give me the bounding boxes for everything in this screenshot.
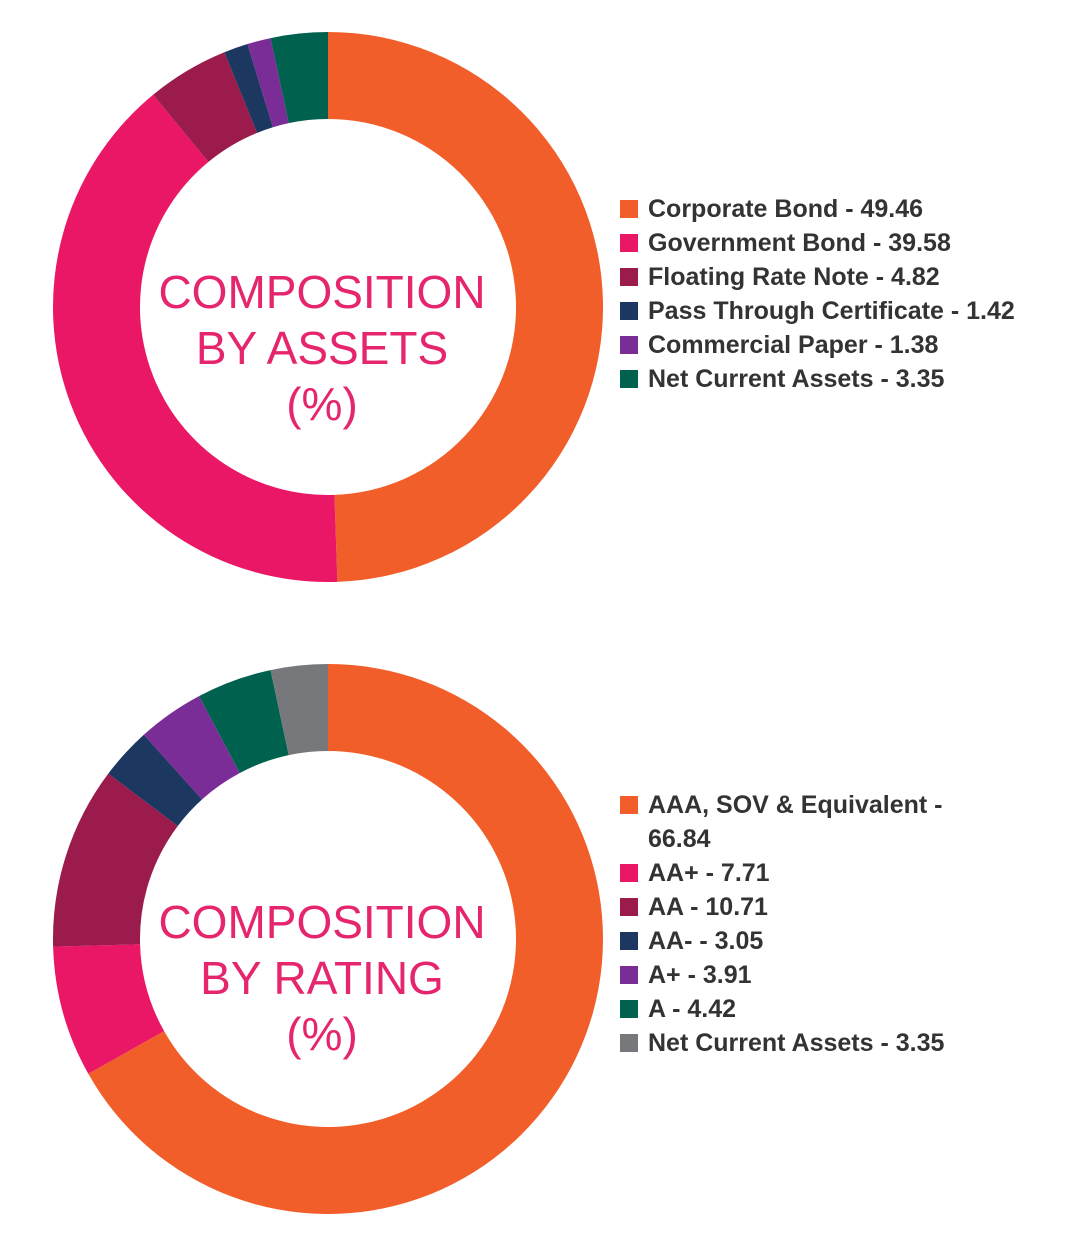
assets-legend: Corporate Bond - 49.46 Government Bond - … (620, 192, 1015, 396)
assets-slice-floating-rate-note (153, 52, 258, 162)
assets-legend-item-pass-through-certificate: Pass Through Certificate - 1.42 (620, 294, 1015, 328)
assets-slice-pass-through-certificate (224, 44, 273, 133)
rating-legend-label-line-2: 66.84 (648, 825, 711, 853)
assets-legend-item-commercial-paper: Commercial Paper - 1.38 (620, 328, 1015, 362)
assets-slice-government-bond (52, 94, 338, 583)
rating-legend-label-line-1: AAA, SOV & Equivalent - (648, 791, 943, 819)
rating-legend-swatch (620, 796, 638, 814)
assets-slice-net-current-assets (270, 32, 328, 124)
assets-legend-label: Net Current Assets - 3.35 (648, 365, 945, 393)
rating-legend-swatch (620, 1000, 638, 1018)
assets-legend-swatch (620, 234, 638, 252)
rating-legend-label: A+ - 3.91 (648, 961, 752, 989)
assets-legend-swatch (620, 200, 638, 218)
rating-legend-label: AAA, SOV & Equivalent - 66.84 (648, 788, 942, 856)
assets-slice-corporate-bond (328, 31, 604, 582)
rating-title-line-3: (%) (286, 1008, 358, 1060)
rating-legend-swatch (620, 864, 638, 882)
assets-legend-item-net-current-assets: Net Current Assets - 3.35 (620, 362, 1015, 396)
assets-legend-swatch (620, 336, 638, 354)
rating-legend-item-a: A+ - 3.91 (620, 958, 944, 992)
rating-legend-swatch (620, 966, 638, 984)
rating-slice-aa (108, 734, 203, 826)
rating-slice-aa (53, 773, 178, 947)
assets-legend-label: Pass Through Certificate - 1.42 (648, 297, 1015, 325)
rating-legend-label: AA- - 3.05 (648, 927, 764, 955)
rating-legend-item-aa: AA - 10.71 (620, 890, 944, 924)
rating-title-line-2: BY RATING (200, 952, 444, 1004)
rating-title-line-1: COMPOSITION (158, 896, 486, 948)
assets-legend-swatch (620, 370, 638, 388)
rating-slice-aaa-sov-equivalent (88, 664, 603, 1214)
rating-slice-net-current-assets (270, 664, 328, 756)
rating-center-title: COMPOSITION BY RATING (%) (122, 894, 522, 1062)
rating-donut (53, 664, 603, 1214)
rating-slice-a (199, 670, 289, 773)
rating-legend-label: A - 4.42 (648, 995, 737, 1023)
assets-donut (52, 31, 604, 583)
assets-legend-item-corporate-bond: Corporate Bond - 49.46 (620, 192, 1015, 226)
rating-slice-a (143, 696, 240, 800)
rating-legend-item-aaa-sov-equivalent: AAA, SOV & Equivalent - 66.84 (620, 788, 944, 856)
assets-legend-item-government-bond: Government Bond - 39.58 (620, 226, 1015, 260)
assets-slice-commercial-paper (247, 38, 289, 128)
assets-legend-swatch (620, 302, 638, 320)
rating-legend: AAA, SOV & Equivalent - 66.84 AA+ - 7.71 AA… (620, 788, 944, 1060)
rating-legend-swatch (620, 932, 638, 950)
rating-legend-item-aa: AA- - 3.05 (620, 924, 944, 958)
assets-legend-label: Government Bond - 39.58 (648, 229, 951, 257)
rating-composition-chart: COMPOSITION BY RATING (%) AAA, SOV & Equ… (0, 630, 1070, 1248)
assets-title-line-1: COMPOSITION (158, 266, 486, 318)
rating-legend-item-aa: AA+ - 7.71 (620, 856, 944, 890)
assets-composition-chart: COMPOSITION BY ASSETS (%) Corporate Bond… (0, 0, 1070, 620)
rating-legend-swatch (620, 1034, 638, 1052)
rating-legend-label: Net Current Assets - 3.35 (648, 1029, 945, 1057)
assets-legend-label: Floating Rate Note - 4.82 (648, 263, 940, 291)
rating-legend-label: AA - 10.71 (648, 893, 768, 921)
assets-legend-item-floating-rate-note: Floating Rate Note - 4.82 (620, 260, 1015, 294)
rating-legend-swatch (620, 898, 638, 916)
assets-center-title: COMPOSITION BY ASSETS (%) (122, 264, 522, 432)
rating-legend-label: AA+ - 7.71 (648, 859, 770, 887)
rating-slice-aa (53, 944, 165, 1074)
rating-legend-item-net-current-assets: Net Current Assets - 3.35 (620, 1026, 944, 1060)
assets-title-line-3: (%) (286, 378, 358, 430)
assets-legend-swatch (620, 268, 638, 286)
assets-title-line-2: BY ASSETS (195, 322, 449, 374)
assets-legend-label: Corporate Bond - 49.46 (648, 195, 924, 223)
assets-legend-label: Commercial Paper - 1.38 (648, 331, 939, 359)
rating-legend-item-a: A - 4.42 (620, 992, 944, 1026)
